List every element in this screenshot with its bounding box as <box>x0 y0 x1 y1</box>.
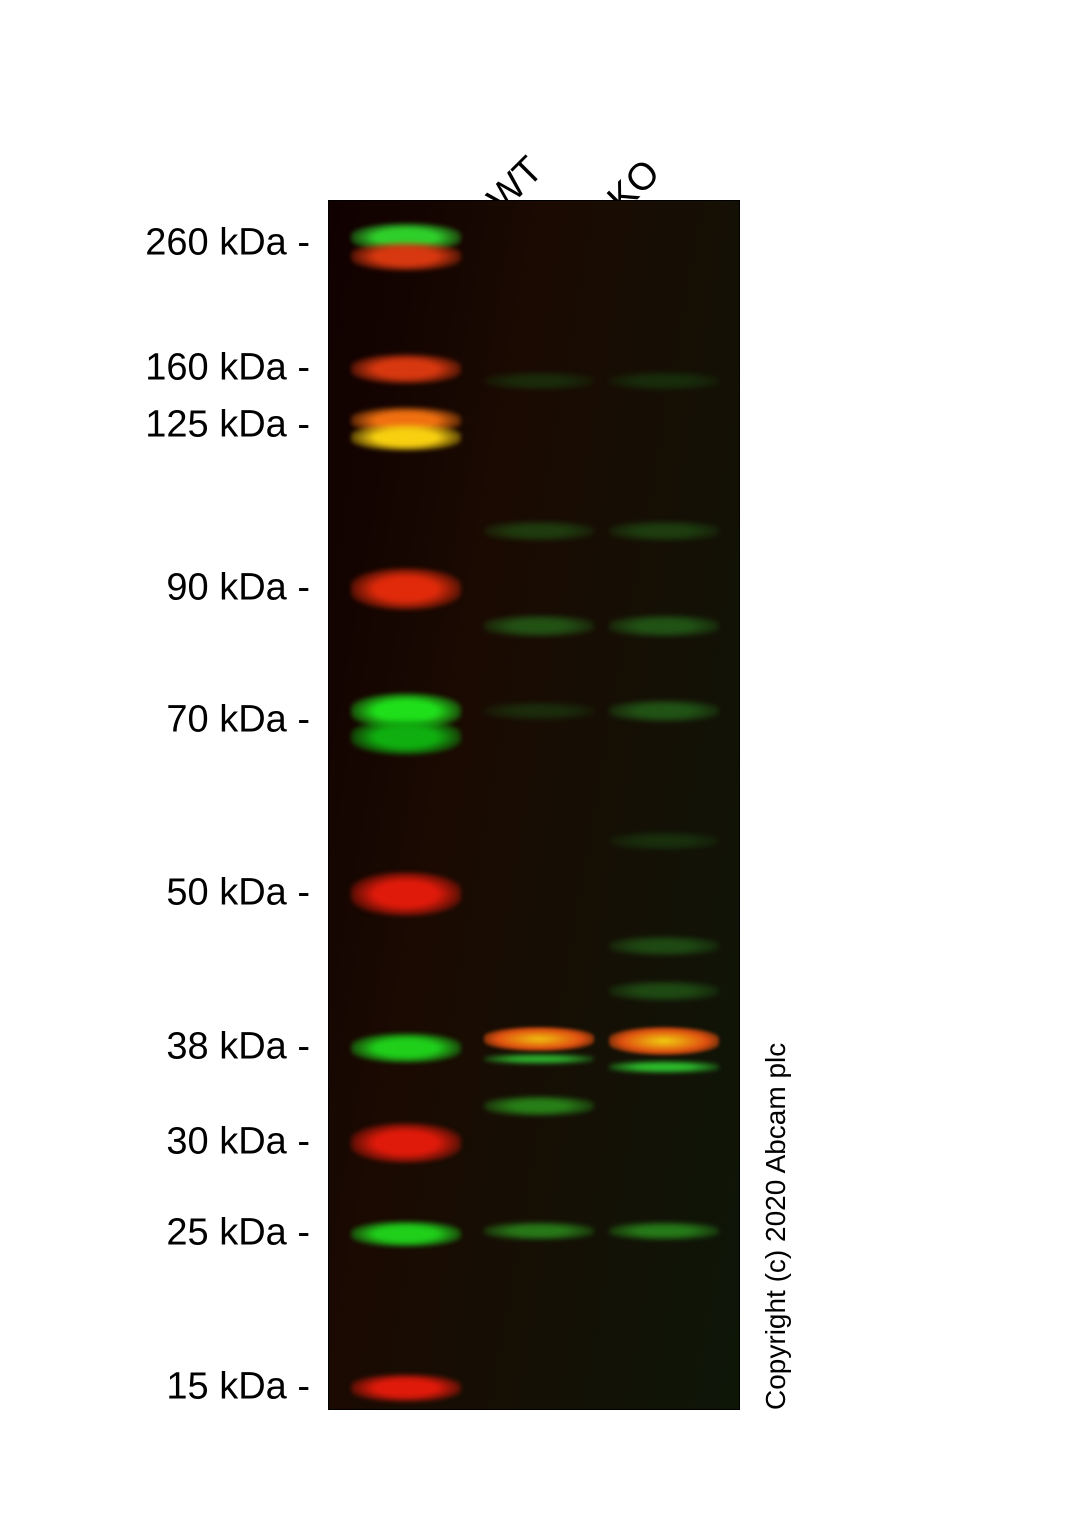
mw-label: 38 kDa - <box>166 1026 310 1069</box>
mw-label: 50 kDa - <box>166 872 310 915</box>
ladder-band <box>351 354 461 384</box>
mw-label: 25 kDa - <box>166 1212 310 1255</box>
sample-band <box>609 1222 719 1240</box>
sample-band <box>609 1027 719 1055</box>
mw-label: 125 kDa - <box>145 404 310 447</box>
sample-band <box>609 372 719 390</box>
mw-label: 15 kDa - <box>166 1366 310 1409</box>
sample-band <box>609 615 719 637</box>
sample-band <box>484 521 594 541</box>
mw-label: 260 kDa - <box>145 222 310 265</box>
copyright-text: Copyright (c) 2020 Abcam plc <box>760 1043 792 1410</box>
ladder-band <box>351 242 461 271</box>
figure-container: WTKO 260 kDa -160 kDa -125 kDa -90 kDa -… <box>80 80 1000 1440</box>
sample-band <box>609 936 719 956</box>
ladder-band <box>351 1221 461 1247</box>
sample-band <box>484 1054 594 1064</box>
ladder-band <box>351 424 461 451</box>
ladder-band <box>351 872 461 916</box>
ladder-band <box>351 1374 461 1402</box>
sample-band <box>609 521 719 541</box>
western-blot-image <box>328 200 740 1410</box>
mw-label: 70 kDa - <box>166 699 310 742</box>
ladder-band <box>351 1033 461 1063</box>
mw-label: 30 kDa - <box>166 1121 310 1164</box>
molecular-weight-labels: 260 kDa - 160 kDa - 125 kDa - 90 kDa - 70 kD… <box>80 80 310 1440</box>
mw-label: 90 kDa - <box>166 567 310 610</box>
sample-band <box>609 832 719 850</box>
sample-band <box>609 981 719 1001</box>
sample-band <box>484 702 594 720</box>
sample-band <box>609 700 719 722</box>
sample-band <box>484 372 594 390</box>
sample-band <box>484 1096 594 1116</box>
mw-label: 160 kDa - <box>145 347 310 390</box>
sample-band <box>484 615 594 637</box>
sample-band <box>609 1061 719 1073</box>
ladder-band <box>351 1123 461 1163</box>
ladder-band <box>351 568 461 610</box>
sample-band <box>484 1222 594 1240</box>
sample-band <box>484 1027 594 1051</box>
ladder-band <box>351 719 461 755</box>
